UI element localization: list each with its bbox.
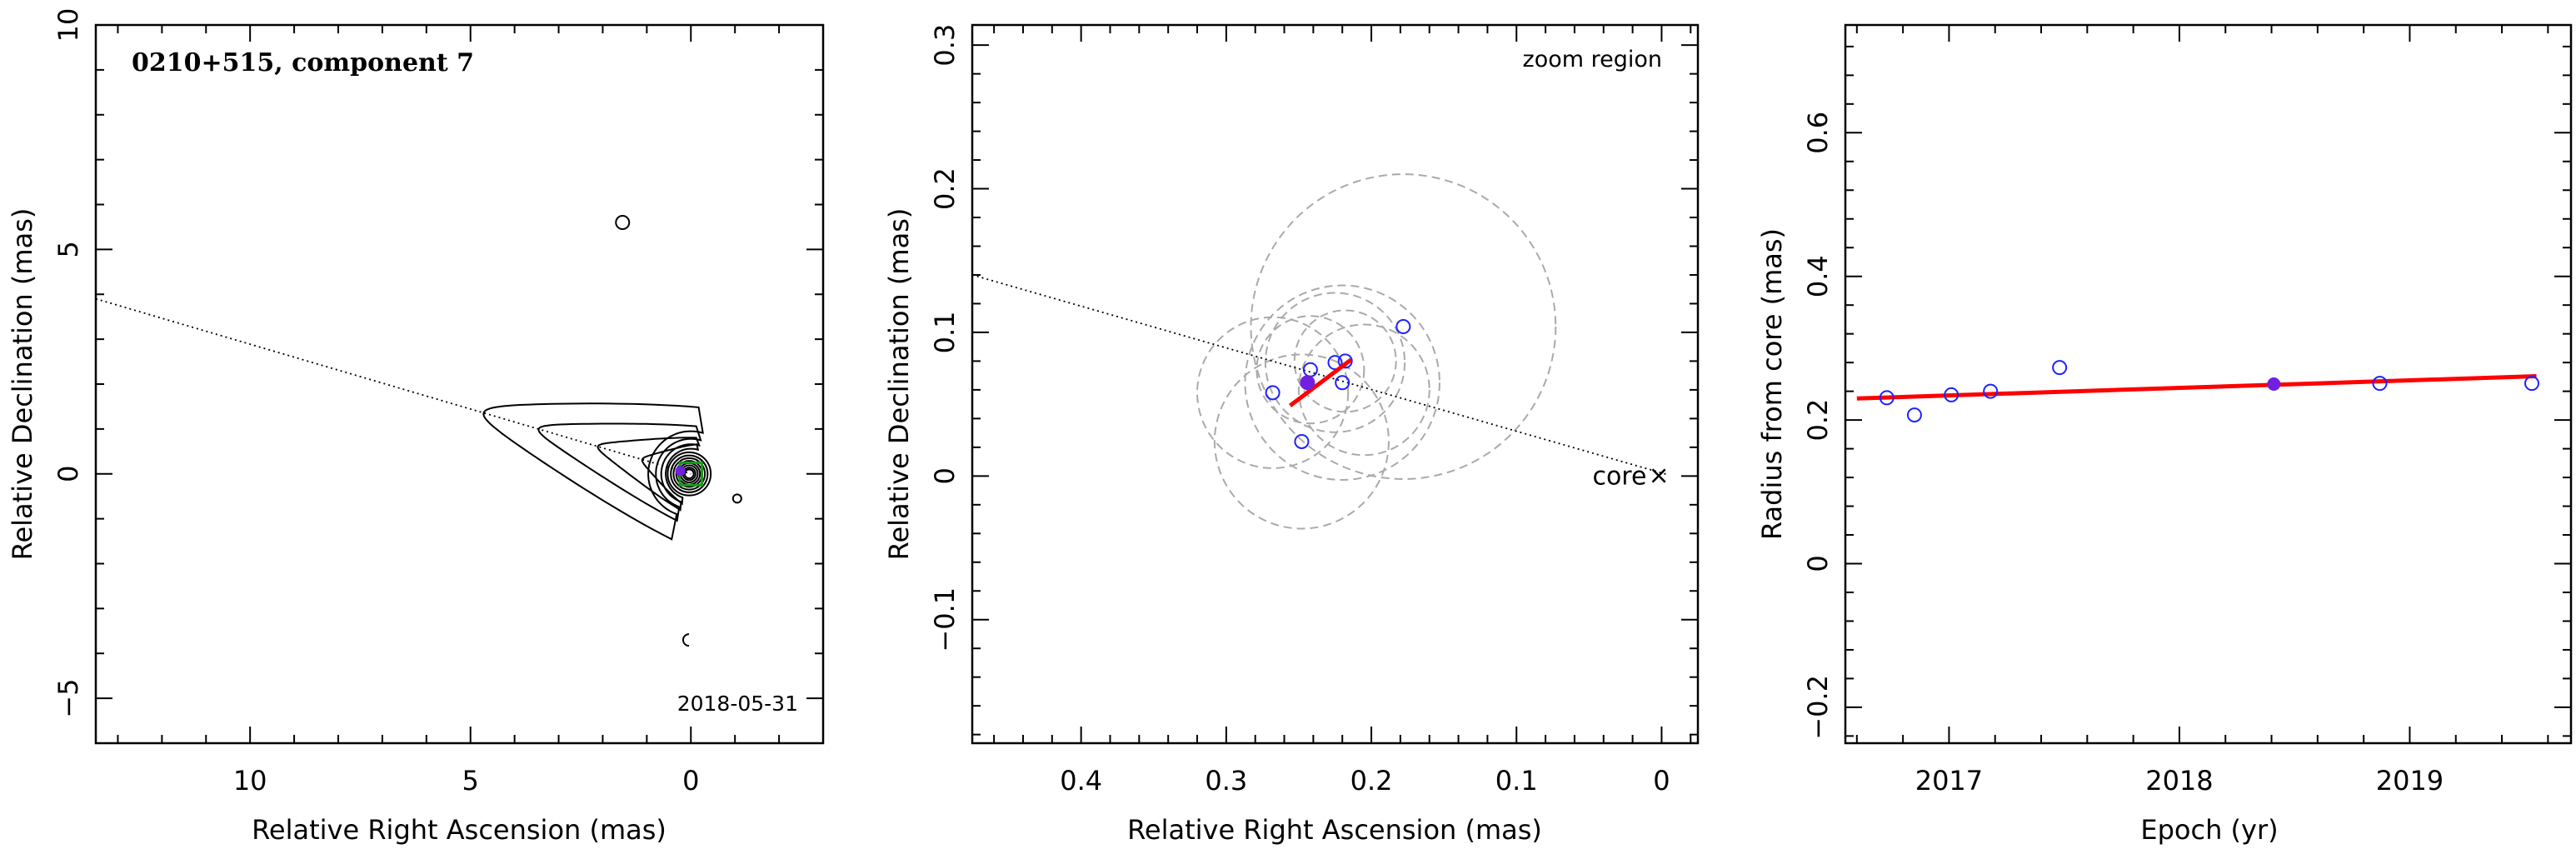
error-circles	[1196, 173, 1557, 530]
error-circle	[1264, 292, 1406, 433]
panel3-ylabel: Radius from core (mas)	[1756, 228, 1788, 540]
y-tick-label: 0.2	[1802, 399, 1834, 442]
panel-radius-vs-epoch: 2017 2018 2019 −0.2 0 0.2 0.4 0.6 Epoch (yr) Ra…	[1756, 23, 2573, 846]
y-tick-label: 5	[52, 241, 84, 257]
x-tick-label: 0.2	[1350, 765, 1393, 797]
contour-level	[482, 402, 704, 541]
radius-point	[2372, 376, 2388, 392]
core-marker: ×	[1648, 461, 1669, 490]
position-point	[1294, 433, 1310, 449]
y-tick-label: 0.6	[1802, 112, 1834, 154]
motion-vector	[1288, 357, 1353, 407]
x-tick-label: 0	[1653, 765, 1670, 797]
panel2-marks	[971, 274, 1667, 476]
highlight-point	[1300, 375, 1315, 391]
radius-point	[2524, 376, 2539, 392]
highlight-point	[2267, 377, 2281, 391]
position-point	[1335, 375, 1350, 391]
x-tick-label: 2017	[1915, 765, 1983, 797]
x-tick-label: 10	[233, 765, 267, 797]
panel2-ticks: 0.4 0.3 0.2 0.1 0 −0.1 0 0.1 0.2 0.3	[929, 24, 1698, 797]
jet-axis-line	[95, 297, 691, 475]
y-tick-label: 0.4	[1802, 255, 1834, 297]
y-tick-label: −5	[52, 679, 84, 718]
panel3-xlabel: Epoch (yr)	[2140, 814, 2278, 846]
contour-core-ring	[666, 451, 712, 497]
contour-core-ring	[683, 468, 695, 480]
panel-contour-map: 10 5 0 −5 0 5 10 0210+515, component 7 2018-05…	[7, 8, 825, 846]
panel1-xlabel: Relative Right Ascension (mas)	[252, 814, 666, 846]
radius-point	[1944, 387, 1959, 402]
y-tick-label: 0	[929, 467, 961, 484]
panel3-marks	[1856, 360, 2539, 423]
y-tick-label: 0	[1802, 555, 1834, 572]
zoom-region-annotation: zoom region	[1523, 47, 1662, 72]
panel1-ylabel: Relative Declination (mas)	[7, 208, 38, 561]
panel3-frame	[1844, 23, 2573, 745]
panel2-ylabel: Relative Declination (mas)	[883, 208, 915, 561]
x-tick-label: 0.1	[1495, 765, 1538, 797]
error-circle	[1293, 309, 1397, 413]
jet-axis-line	[971, 274, 1667, 476]
error-circle	[1256, 315, 1365, 425]
x-tick-label: 0	[682, 765, 699, 797]
y-tick-label: 0	[52, 466, 84, 482]
error-circle	[1250, 173, 1557, 480]
component-marker	[675, 466, 686, 477]
fit-line	[1856, 374, 2537, 401]
radius-point	[1983, 383, 1999, 399]
x-tick-label: 2018	[2145, 765, 2213, 797]
core-label: core	[1592, 462, 1646, 491]
position-point	[1395, 319, 1411, 335]
panel1-title: 0210+515, component 7	[132, 48, 474, 77]
y-tick-label: 0.2	[929, 167, 961, 210]
radius-point	[1879, 390, 1895, 406]
isolated-feature	[681, 633, 690, 647]
error-circle	[1297, 323, 1430, 457]
radius-point	[1906, 407, 1922, 423]
x-tick-label: 2019	[2376, 765, 2444, 797]
position-point	[1302, 362, 1318, 377]
x-tick-label: 0.4	[1060, 765, 1102, 797]
contour-map	[482, 402, 742, 541]
panel1-ticks: 10 5 0 −5 0 5 10	[52, 8, 824, 797]
error-circle	[1244, 284, 1440, 481]
error-circle	[1196, 316, 1350, 469]
panel-zoom-region: 0.4 0.3 0.2 0.1 0−0.100.10.20.3 zoom region …	[883, 23, 1700, 846]
panel2-xlabel: Relative Right Ascension (mas)	[1127, 814, 1542, 846]
x-tick-label: 0.3	[1205, 765, 1247, 797]
y-tick-label: 0.3	[929, 24, 961, 67]
error-circle	[1213, 353, 1390, 530]
contour-knot	[731, 493, 742, 504]
x-tick-label: 5	[462, 765, 479, 797]
panel2-frame	[971, 23, 1700, 745]
panel3-ticks: 2017 2018 2019 −0.2 0 0.2 0.4 0.6	[1802, 25, 2571, 797]
radius-point	[2052, 360, 2068, 376]
position-point	[1265, 385, 1281, 401]
y-tick-label: 10	[52, 8, 84, 42]
y-tick-label: −0.1	[929, 587, 961, 652]
panel1-frame	[94, 23, 825, 745]
contour-core-ring	[672, 457, 706, 491]
contour-core-ring	[670, 454, 709, 493]
panel1-date-label: 2018-05-31	[677, 692, 798, 716]
isolated-feature	[615, 215, 631, 231]
y-tick-label: 0.1	[929, 311, 961, 353]
panel1-marks	[95, 215, 704, 647]
y-tick-label: −0.2	[1802, 675, 1834, 740]
